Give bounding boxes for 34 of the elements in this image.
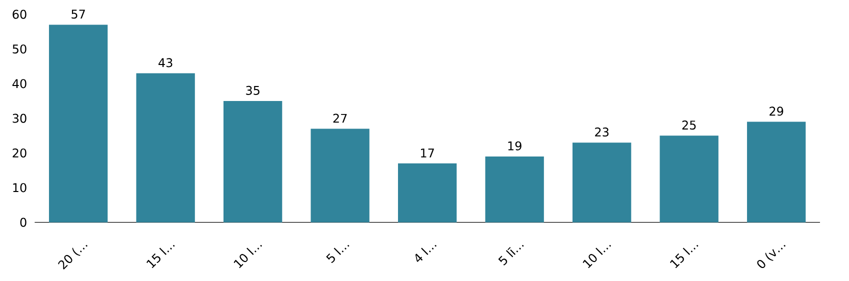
x-tick-label: 5 lī… xyxy=(498,244,524,266)
bar xyxy=(485,156,544,222)
bar xyxy=(48,24,108,222)
x-tick-label: 15 l… xyxy=(146,244,175,268)
bar xyxy=(136,73,195,222)
y-tick-label: 20 xyxy=(12,148,26,158)
y-tick-label: 0 xyxy=(20,218,26,227)
data-label: 27 xyxy=(333,114,347,123)
x-tick-label: 15 l… xyxy=(670,244,698,268)
bar xyxy=(747,122,806,222)
data-label: 43 xyxy=(158,58,172,68)
bar xyxy=(398,163,457,222)
x-tick-label: 10 l… xyxy=(582,244,612,268)
data-label: 57 xyxy=(72,10,85,19)
data-label: 23 xyxy=(595,127,609,137)
y-tick-label: 10 xyxy=(13,183,26,192)
bar xyxy=(310,128,370,222)
y-tick-label: 60 xyxy=(12,10,26,19)
x-tick-label: 20 (… xyxy=(58,244,88,270)
y-tick-label: 30 xyxy=(12,114,26,123)
data-label: 35 xyxy=(246,86,260,95)
data-label: 17 xyxy=(421,148,434,158)
data-label: 25 xyxy=(682,120,696,130)
y-tick-label: 50 xyxy=(12,44,26,54)
x-tick-label: 0 (v… xyxy=(757,244,786,268)
x-tick-label: 10 l… xyxy=(234,244,262,268)
bar xyxy=(223,100,282,222)
bar xyxy=(572,142,632,222)
x-tick-label: 4 l… xyxy=(415,244,437,262)
data-label: 29 xyxy=(770,106,784,116)
bar xyxy=(660,136,718,222)
x-tick-label: 5 l… xyxy=(326,244,350,264)
y-tick-label: 40 xyxy=(12,79,26,88)
data-label: 19 xyxy=(508,141,522,150)
